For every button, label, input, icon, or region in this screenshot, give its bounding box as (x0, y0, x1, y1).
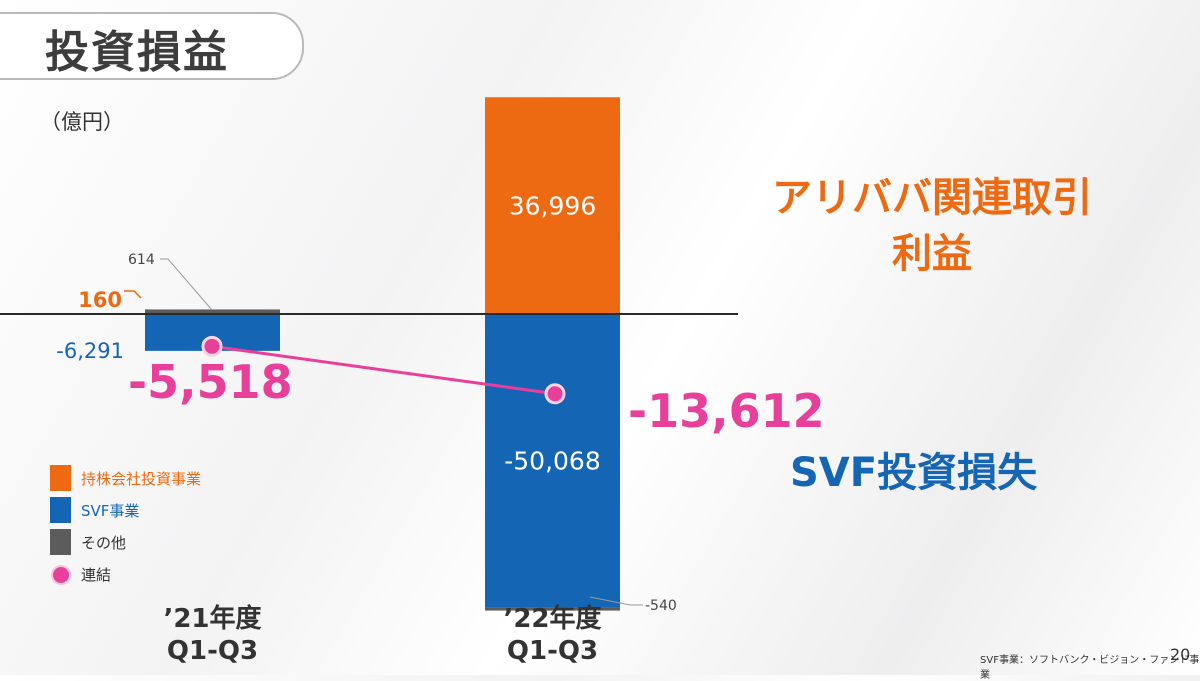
alibaba-annotation-line1: アリババ関連取引 (772, 175, 1092, 221)
data-label-svf-1: -6,291 (56, 339, 124, 363)
legend-swatch-svf (50, 497, 71, 523)
legend-label-holding: 持株会社投資事業 (81, 470, 202, 488)
consolidated-point-2 (544, 383, 566, 405)
leader-other-1 (160, 258, 213, 311)
data-label-other-2: -540 (645, 598, 677, 614)
category-label-1-line1: ’21年度 (163, 603, 261, 634)
legend-swatch-holding (50, 465, 71, 491)
legend-label-consolidated: 連結 (81, 566, 112, 584)
leader-holding-1 (124, 290, 142, 299)
consolidated-line (211, 344, 556, 396)
footnote: SVF事業：ソフトバンク・ビジョン・ファンド事業 (980, 655, 1200, 681)
bar-holding-2 (485, 97, 620, 315)
unit-label: （億円） (40, 110, 124, 134)
data-label-holding-2: 36,996 (509, 192, 596, 221)
svf-loss-annotation: SVF投資損失 (790, 450, 1038, 496)
title-box (0, 12, 304, 80)
category-label-1-line2: Q1-Q3 (167, 636, 258, 666)
legend-swatch-other (50, 529, 71, 555)
legend-label-svf: SVF事業 (81, 502, 140, 520)
page-title: 投資損益 (45, 27, 229, 78)
legend-dot-consolidated (51, 565, 71, 585)
alibaba-annotation-line2: 利益 (892, 231, 972, 277)
leader-other-2 (589, 596, 643, 606)
bar-other-2 (485, 607, 620, 611)
consolidated-label-1: -5,518 (128, 355, 293, 409)
consolidated-point-1 (201, 335, 223, 357)
category-label-2-line2: Q1-Q3 (507, 636, 598, 666)
data-label-svf-2: -50,068 (504, 447, 601, 476)
legend-label-other: その他 (81, 534, 127, 552)
category-label-2-line1: ’22年度 (503, 603, 601, 634)
data-label-other-1: 614 (128, 252, 155, 268)
page-number: 20 (1170, 645, 1191, 664)
bar-svf-2 (485, 314, 620, 608)
consolidated-label-2: -13,612 (628, 384, 825, 438)
data-label-holding-1: 160 (78, 288, 122, 312)
alibaba-annotation: アリババ関連取引 利益 (752, 170, 1112, 282)
bar-other-1 (145, 309, 280, 314)
